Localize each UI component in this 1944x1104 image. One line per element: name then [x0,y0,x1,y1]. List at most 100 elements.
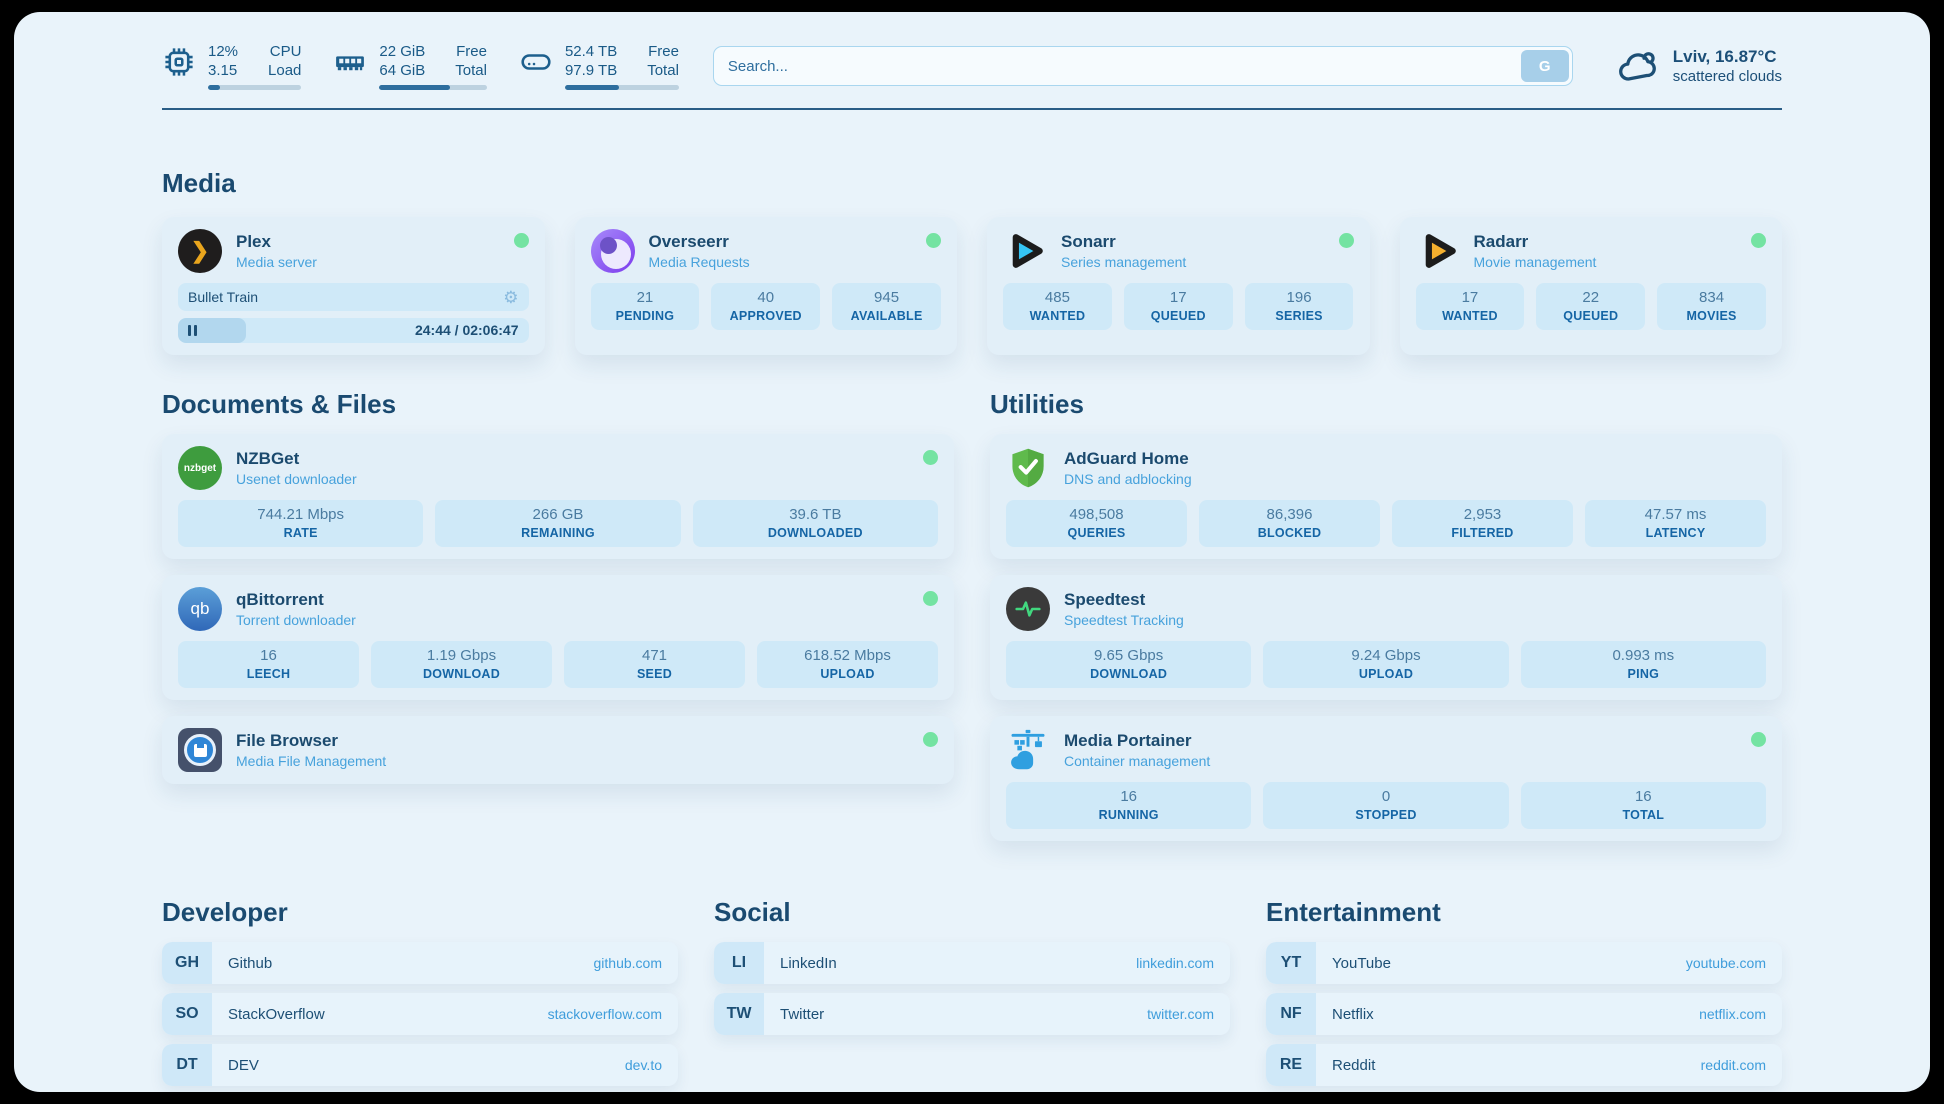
sonarr-icon [1003,229,1047,273]
ram-icon [333,45,367,79]
stat-pending: 21 PENDING [590,283,700,330]
status-dot [923,450,938,465]
stat-leech: 16 LEECH [178,641,359,688]
playback-time: 24:44 / 02:06:47 [414,322,519,338]
disk-progressbar [564,85,679,90]
link-netflix[interactable]: NF Netflix netflix.com [1266,993,1782,1035]
card-speedtest[interactable]: Speedtest Speedtest Tracking 9.65 Gbps D… [990,575,1782,700]
card-radarr[interactable]: Radarr Movie management 17 WANTED 22 QUE… [1399,217,1782,355]
status-dot [1751,732,1766,747]
card-nzbget[interactable]: nzbget NZBGet Usenet downloader 744.21 M… [162,434,954,559]
card-subtitle: Usenet downloader [236,471,357,487]
section-title-media: Media [162,168,236,198]
github-badge: GH [162,942,212,984]
stat-wanted: 17 WANTED [1415,283,1525,330]
stat-queued: 17 QUEUED [1123,283,1233,330]
cpu-label-2: Load [268,62,302,79]
stat-running: 16 RUNNING [1006,782,1252,829]
ram-label-1: Free [456,43,487,60]
topbar: 12% 3.15 CPU Load [162,42,1782,90]
disk-label-2: Total [647,62,679,79]
stat-upload: 618.52 Mbps UPLOAD [757,641,938,688]
stat-upload: 9.24 Gbps UPLOAD [1263,641,1509,688]
card-subtitle: Container management [1064,753,1211,769]
status-dot [1751,233,1766,248]
ram-label-2: Total [455,62,487,79]
stat-available: 945 AVAILABLE [832,283,941,330]
disk-total-value: 97.9 TB [564,62,618,79]
link-dev[interactable]: DT DEV dev.to [162,1044,678,1086]
link-twitter[interactable]: TW Twitter twitter.com [714,993,1230,1035]
cpu-load-value: 3.15 [208,62,238,79]
status-dot [1338,233,1354,248]
card-filebrowser[interactable]: File Browser Media File Management [162,716,954,784]
stat-rate: 744.21 Mbps RATE [178,500,424,547]
status-dot [926,233,941,248]
status-dot [923,591,938,606]
card-plex[interactable]: ❯ Plex Media server Bullet Train ⚙ [162,217,545,355]
card-sonarr[interactable]: Sonarr Series management 485 WANTED 17 Q… [987,217,1370,355]
cpu-progressbar [208,85,302,90]
portainer-icon [1006,728,1050,772]
search-engine-button[interactable]: G [1520,50,1569,82]
section-title-documents: Documents & Files [162,389,397,419]
overseerr-icon [590,229,635,273]
card-name: qBittorrent [236,590,324,609]
pause-icon [188,325,191,336]
stat-series: 196 SERIES [1244,283,1354,330]
card-qbittorrent[interactable]: qb qBittorrent Torrent downloader 16 [162,575,954,700]
section-title-social: Social [714,897,791,927]
playback-progressbar: 24:44 / 02:06:47 [178,318,529,343]
card-name: File Browser [236,731,339,750]
stat-remaining: 266 GB REMAINING [435,500,681,547]
dashboard-panel: 12% 3.15 CPU Load [14,12,1930,1092]
link-stackoverflow[interactable]: SO StackOverflow stackoverflow.com [162,993,678,1035]
stat-total: 16 TOTAL [1520,782,1766,829]
card-name: Radarr [1473,232,1529,251]
cpu-label-1: CPU [269,43,302,60]
cpu-stat: 12% 3.15 CPU Load [162,42,302,90]
system-stats: 12% 3.15 CPU Load [162,42,679,90]
search-input[interactable] [712,46,1573,86]
card-subtitle: Media Requests [648,254,750,270]
playback-progress-fill [178,318,247,343]
weather-widget: Lviv, 16.87°C scattered clouds [1615,46,1782,86]
card-name: NZBGet [236,449,300,468]
disk-icon [519,45,553,79]
stat-download: 9.65 Gbps DOWNLOAD [1006,641,1252,688]
stat-movies: 834 MOVIES [1657,283,1766,330]
link-reddit[interactable]: RE Reddit reddit.com [1266,1044,1782,1086]
link-linkedin[interactable]: LI LinkedIn linkedin.com [714,942,1230,984]
card-name: AdGuard Home [1064,449,1189,468]
cpu-icon [162,45,196,79]
topbar-divider [162,108,1782,110]
card-name: Media Portainer [1064,731,1192,750]
stat-queries: 498,508 QUERIES [1006,500,1187,547]
netflix-badge: NF [1266,993,1316,1035]
stat-download: 1.19 Gbps DOWNLOAD [371,641,552,688]
card-adguard[interactable]: AdGuard Home DNS and adblocking 498,508 … [990,434,1782,559]
stat-blocked: 86,396 BLOCKED [1199,500,1380,547]
card-portainer[interactable]: Media Portainer Container management 16 … [990,716,1782,841]
filebrowser-icon [178,728,222,772]
stat-stopped: 0 STOPPED [1263,782,1509,829]
card-name: Plex [236,232,271,251]
link-youtube[interactable]: YT YouTube youtube.com [1266,942,1782,984]
ram-progressbar [379,85,487,90]
cloud-icon [1615,47,1661,85]
linkedin-badge: LI [714,942,764,984]
card-overseerr[interactable]: Overseerr Media Requests 21 PENDING 40 A… [574,217,957,355]
weather-description: scattered clouds [1672,68,1782,85]
disk-label-1: Free [648,43,679,60]
stat-queued: 22 QUEUED [1536,283,1646,330]
link-github[interactable]: GH Github github.com [162,942,678,984]
card-subtitle: Speedtest Tracking [1064,612,1184,628]
plex-icon: ❯ [178,229,222,273]
status-dot [513,233,529,248]
section-title-entertainment: Entertainment [1266,897,1441,927]
gear-icon[interactable]: ⚙ [503,287,519,307]
qbittorrent-icon: qb [178,587,222,631]
card-name: Speedtest [1064,590,1146,609]
card-subtitle: Media server [236,254,317,270]
now-playing-title: Bullet Train [188,289,259,305]
